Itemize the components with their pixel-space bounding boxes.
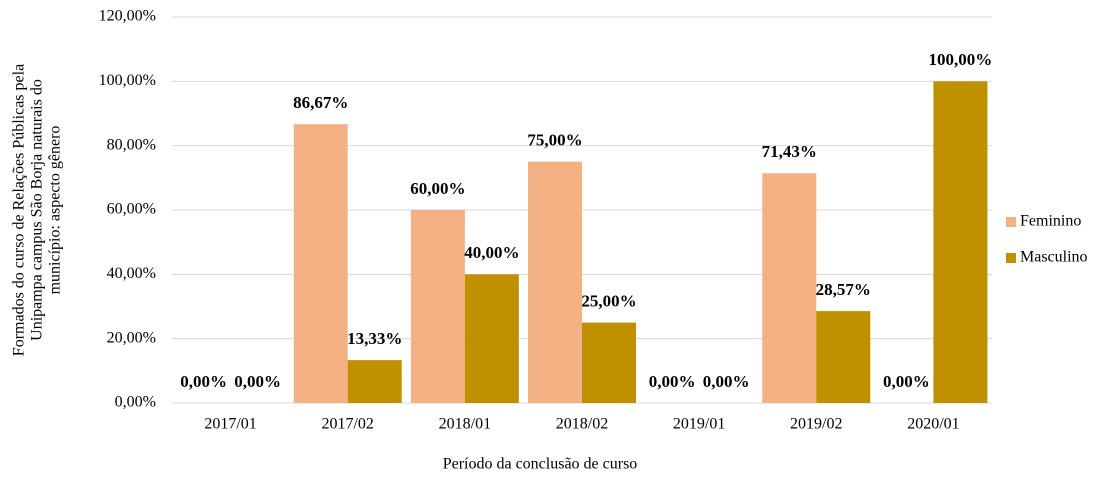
y-tick-label: 100,00% bbox=[99, 72, 156, 89]
data-label: 0,00% bbox=[234, 372, 281, 391]
y-axis-title-line: Formados do curso de Relações Públicas p… bbox=[11, 64, 28, 356]
bar bbox=[816, 311, 871, 403]
y-tick-label: 0,00% bbox=[115, 394, 156, 411]
y-axis-title-line: município: aspecto gênero bbox=[47, 126, 64, 295]
data-label: 28,57% bbox=[816, 280, 871, 299]
data-label: 75,00% bbox=[527, 131, 582, 150]
bar bbox=[582, 322, 636, 403]
data-label: 13,33% bbox=[347, 329, 402, 348]
bar bbox=[347, 360, 402, 403]
x-axis-title: Período da conclusão de curso bbox=[443, 456, 638, 473]
y-tick-label: 20,00% bbox=[107, 329, 156, 346]
data-label: 40,00% bbox=[464, 243, 519, 262]
y-axis-title: Formados do curso de Relações Públicas p… bbox=[11, 64, 64, 356]
data-label: 25,00% bbox=[581, 291, 636, 310]
x-tick-label: 2019/02 bbox=[790, 416, 842, 433]
x-tick-label: 2017/02 bbox=[321, 416, 373, 433]
x-tick-label: 2017/01 bbox=[204, 416, 256, 433]
bar bbox=[464, 274, 519, 403]
y-axis-title-line: Unipampa campus São Borja naturais do bbox=[29, 79, 46, 341]
y-tick-label: 120,00% bbox=[99, 8, 156, 25]
bar bbox=[528, 161, 582, 403]
legend-swatch bbox=[1006, 217, 1016, 227]
data-label: 100,00% bbox=[929, 50, 993, 69]
bar bbox=[933, 81, 988, 403]
data-label: 0,00% bbox=[703, 372, 750, 391]
bar bbox=[410, 210, 465, 403]
data-label: 71,43% bbox=[762, 142, 817, 161]
x-tick-label: 2019/01 bbox=[673, 416, 725, 433]
x-tick-label: 2020/01 bbox=[907, 416, 959, 433]
data-label: 0,00% bbox=[649, 372, 696, 391]
legend-label: Feminino bbox=[1020, 213, 1081, 230]
legend-swatch bbox=[1006, 253, 1016, 263]
y-tick-label: 40,00% bbox=[107, 265, 156, 282]
data-label: 86,67% bbox=[293, 93, 348, 112]
data-label: 60,00% bbox=[410, 179, 465, 198]
data-label: 0,00% bbox=[180, 372, 227, 391]
legend-label: Masculino bbox=[1020, 249, 1088, 266]
bar bbox=[293, 124, 348, 404]
data-label: 0,00% bbox=[883, 372, 930, 391]
x-tick-label: 2018/02 bbox=[556, 416, 608, 433]
y-tick-label: 80,00% bbox=[107, 136, 156, 153]
x-tick-label: 2018/01 bbox=[439, 416, 491, 433]
bar bbox=[762, 173, 817, 403]
y-tick-label: 60,00% bbox=[107, 201, 156, 218]
